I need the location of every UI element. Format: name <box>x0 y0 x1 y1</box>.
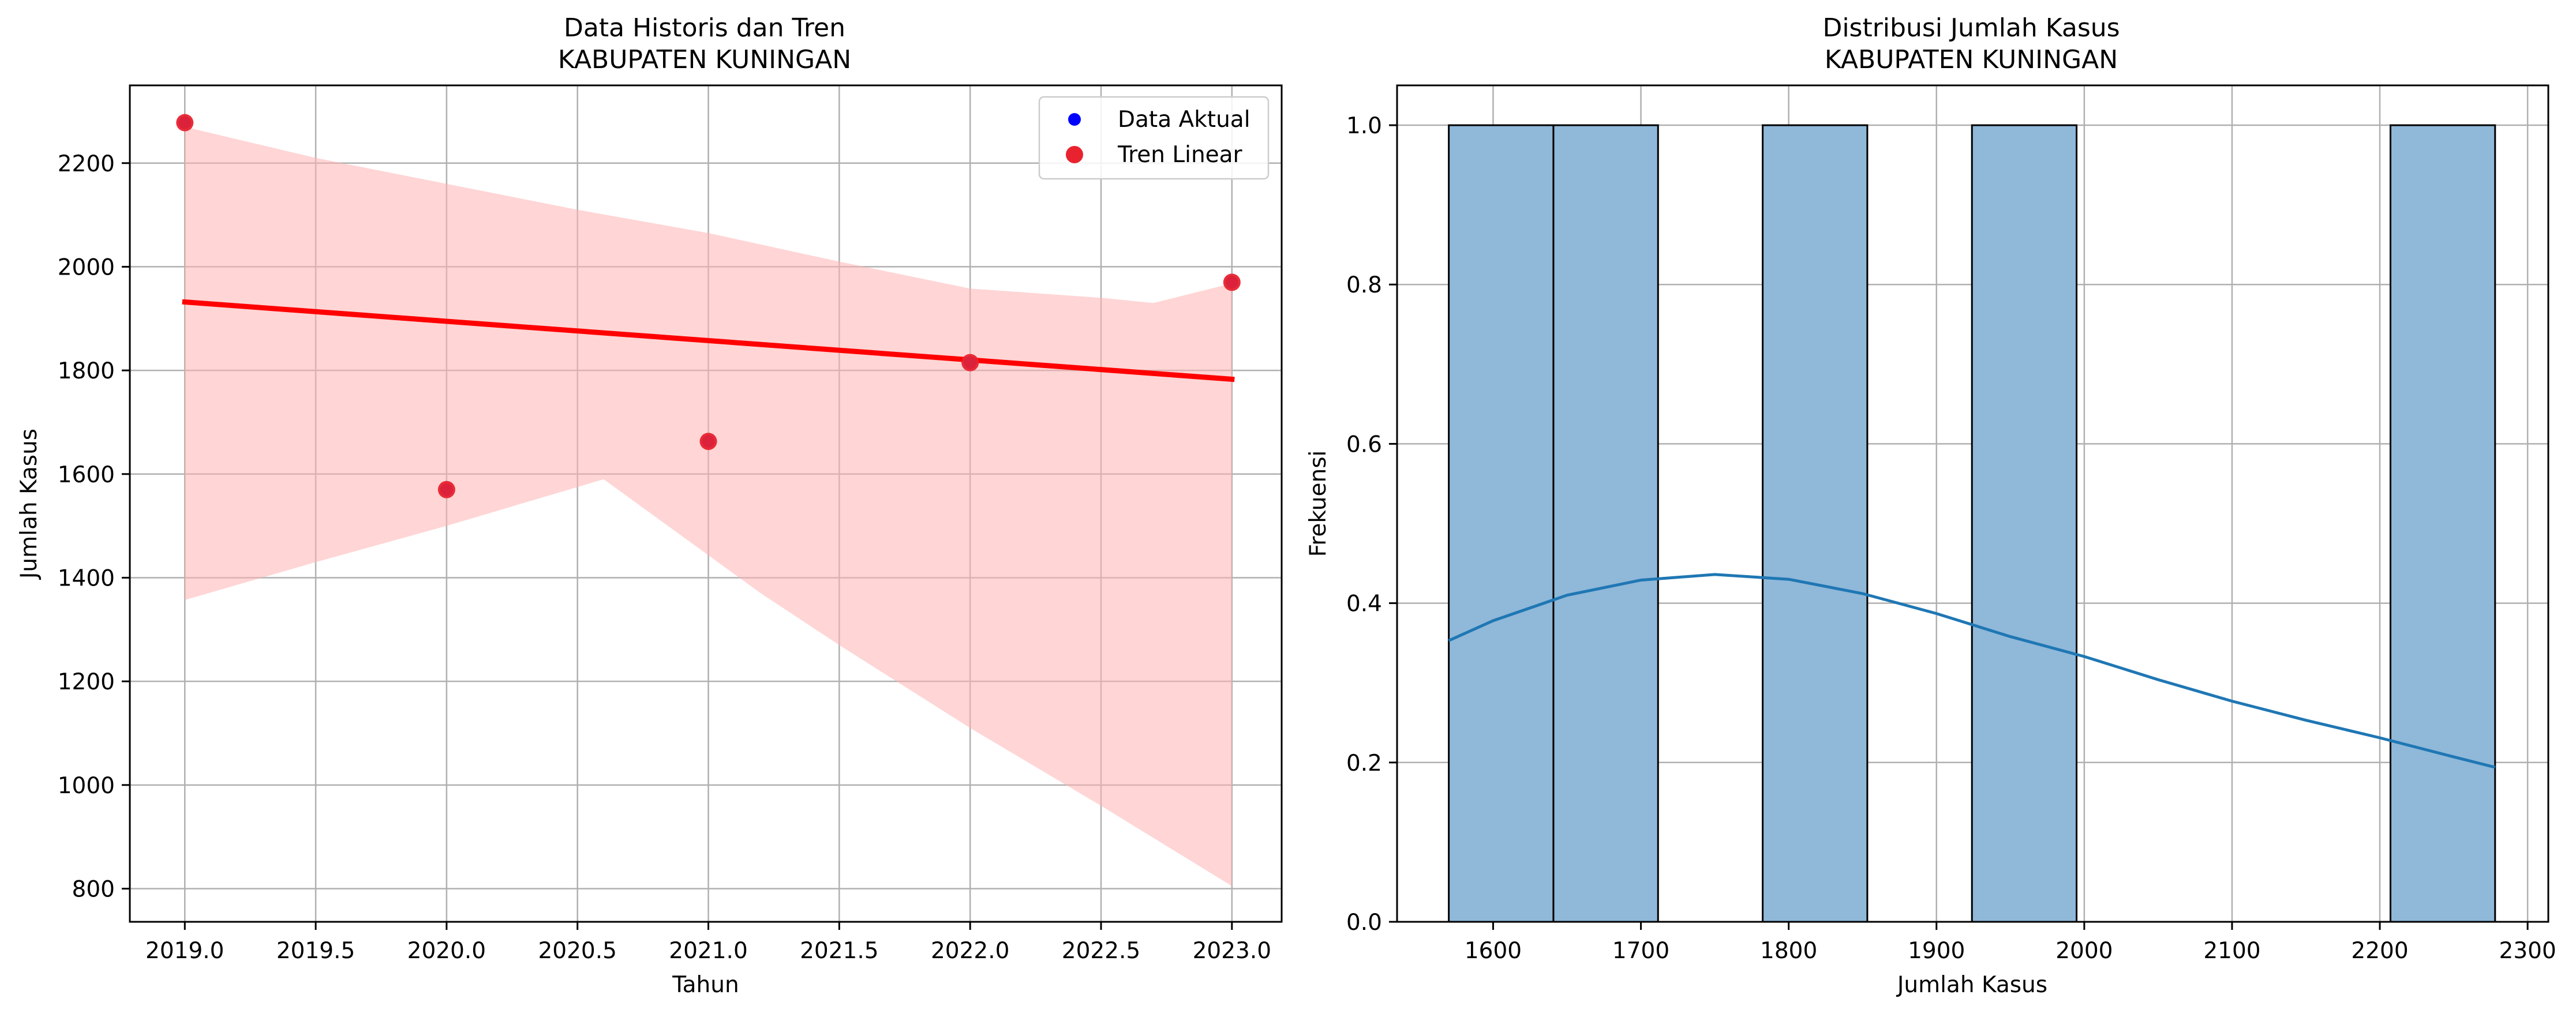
x-tick-label: 2020.0 <box>407 938 486 964</box>
y-tick-label: 2000 <box>58 254 115 280</box>
x-tick-label: 2300 <box>2499 938 2556 964</box>
y-tick-label: 1400 <box>58 565 115 591</box>
trend-legend: Data Aktual Tren Linear <box>1038 96 1270 180</box>
x-tick-label: 1800 <box>1760 938 1817 964</box>
trend-legend-box <box>1038 96 1270 180</box>
distribution-y-axis-label: Frekuensi <box>1305 451 1331 557</box>
trend-y-axis-ticks: 800 1000 1200 1400 1600 1800 2000 2200 <box>58 151 130 903</box>
x-tick-label: 2000 <box>2055 938 2113 964</box>
y-tick-label: 0.2 <box>1346 750 1382 776</box>
histogram-bar <box>1971 124 2078 923</box>
distribution-chart: Distribusi Jumlah Kasus KABUPATEN KUNING… <box>1305 13 2556 998</box>
y-tick-label: 1800 <box>58 358 115 384</box>
x-tick-label: 1600 <box>1465 938 1522 964</box>
tren-linear-point <box>699 433 717 451</box>
legend-marker-tren-linear <box>1066 146 1083 163</box>
legend-label-tren-linear: Tren Linear <box>1117 142 1243 168</box>
x-tick-label: 2022.0 <box>931 938 1009 964</box>
x-tick-label: 1700 <box>1612 938 1669 964</box>
y-tick-label: 1000 <box>58 773 115 799</box>
y-tick-label: 0.4 <box>1346 591 1382 617</box>
tren-linear-point <box>961 354 979 371</box>
y-tick-label: 1.0 <box>1346 113 1382 139</box>
x-tick-label: 2019.5 <box>276 938 355 964</box>
distribution-chart-title: Distribusi Jumlah Kasus <box>1822 13 2120 43</box>
x-tick-label: 2100 <box>2203 938 2260 964</box>
histogram-bar <box>1448 124 1555 923</box>
x-tick-label: 2021.0 <box>669 938 747 964</box>
trend-regression-line <box>182 299 1235 382</box>
distribution-chart-subtitle: KABUPATEN KUNINGAN <box>1825 45 2118 74</box>
y-tick-label: 0.8 <box>1346 272 1382 298</box>
x-tick-label: 2019.0 <box>145 938 224 964</box>
histogram-bar <box>2389 124 2496 923</box>
legend-marker-data-aktual <box>1068 113 1081 126</box>
histogram-bars <box>1448 124 2496 923</box>
y-tick-label: 1600 <box>58 462 115 488</box>
trend-y-axis-label: Jumlah Kasus <box>16 429 42 580</box>
distribution-y-axis-ticks: 0.0 0.2 0.4 0.6 0.8 1.0 <box>1346 113 1397 936</box>
y-tick-label: 2200 <box>58 151 115 177</box>
histogram-bar <box>1552 124 1659 923</box>
trend-confidence-band <box>185 126 1232 886</box>
x-tick-label: 2200 <box>2351 938 2408 964</box>
kde-curve <box>1448 573 2496 769</box>
x-tick-label: 2023.0 <box>1193 938 1271 964</box>
distribution-x-axis-ticks: 1600 1700 1800 1900 2000 2100 2200 2300 <box>1465 922 2556 964</box>
trend-x-axis-label: Tahun <box>672 972 739 998</box>
y-tick-label: 1200 <box>58 669 115 695</box>
x-tick-label: 2021.5 <box>800 938 878 964</box>
trend-plot-frame <box>129 84 1283 923</box>
x-tick-label: 2020.5 <box>538 938 616 964</box>
x-tick-label: 2022.5 <box>1062 938 1140 964</box>
tren-linear-point <box>1223 273 1241 291</box>
x-tick-label: 1900 <box>1908 938 1965 964</box>
tren-linear-point <box>176 114 194 132</box>
trend-data-points <box>176 114 1241 498</box>
y-tick-label: 800 <box>72 877 115 903</box>
trend-chart-title: Data Historis dan Tren <box>564 13 845 43</box>
trend-x-axis-ticks: 2019.0 2019.5 2020.0 2020.5 2021.0 2021.5 2022… <box>145 922 1271 964</box>
trend-chart: Data Historis dan Tren KABUPATEN KUNINGA… <box>16 13 1283 998</box>
distribution-plot-frame <box>1396 84 2549 923</box>
legend-label-data-aktual: Data Aktual <box>1118 107 1250 133</box>
y-tick-label: 0.6 <box>1346 431 1382 457</box>
tren-linear-point <box>437 481 455 498</box>
distribution-x-axis-label: Jumlah Kasus <box>1896 972 2047 998</box>
y-tick-label: 0.0 <box>1346 910 1382 936</box>
histogram-bar <box>1762 124 1869 923</box>
trend-chart-subtitle: KABUPATEN KUNINGAN <box>558 45 851 74</box>
